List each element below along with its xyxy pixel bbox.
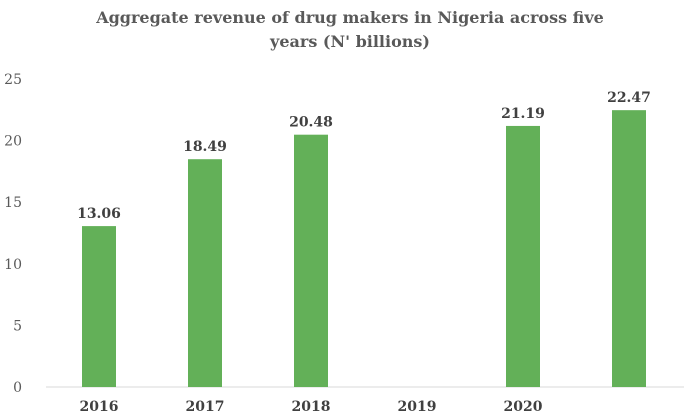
bar (188, 159, 222, 387)
bar (506, 125, 540, 387)
bar (612, 110, 646, 387)
y-tick-label: 20 (4, 134, 22, 150)
x-tick-label: 2019 (398, 399, 437, 415)
chart-title: Aggregate revenue of drug makers in Nige… (96, 8, 604, 51)
x-tick-label: 2020 (504, 399, 543, 415)
bar (82, 226, 116, 387)
y-tick-label: 15 (4, 195, 22, 211)
y-tick-label: 25 (4, 72, 22, 88)
y-tick-label: 10 (4, 257, 22, 273)
x-tick-label: 2016 (80, 399, 119, 415)
data-label: 13.06 (77, 206, 121, 222)
x-tick-label: 2018 (292, 399, 331, 415)
data-label: 20.48 (289, 115, 333, 131)
y-tick-label: 5 (13, 318, 22, 334)
x-tick-label: 2017 (186, 399, 225, 415)
data-label: 22.47 (607, 90, 651, 106)
y-tick-label: 0 (13, 380, 22, 396)
bar (294, 134, 328, 387)
data-label: 21.19 (501, 106, 545, 122)
data-label: 18.49 (183, 139, 227, 155)
